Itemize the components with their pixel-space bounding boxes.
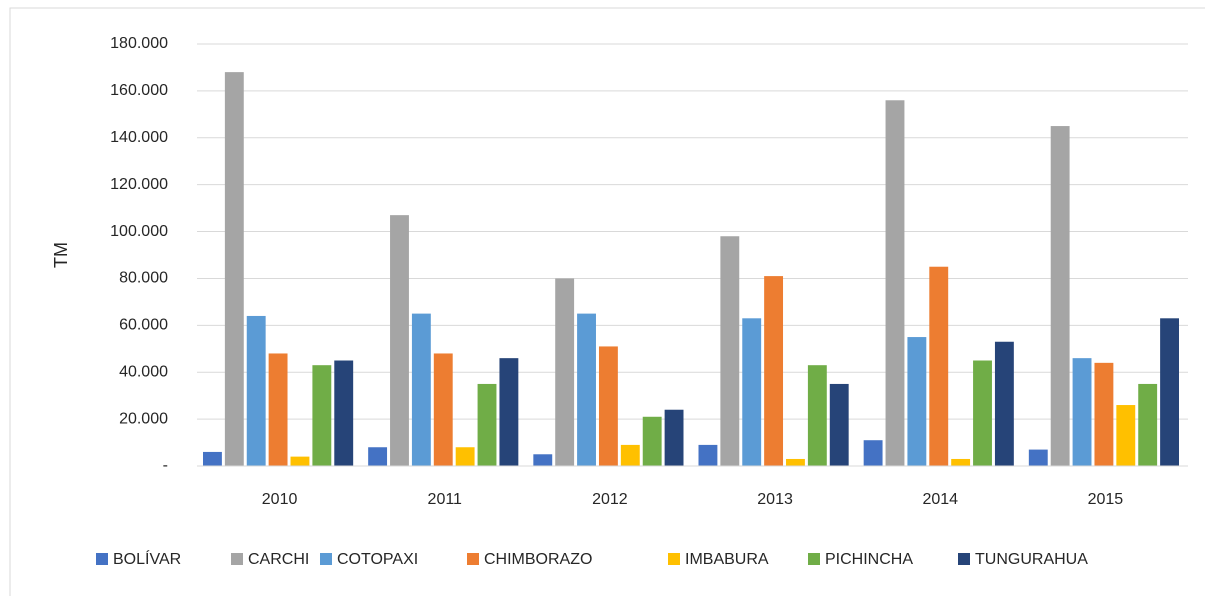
legend-label: IMBABURA — [685, 551, 769, 568]
bar — [973, 360, 992, 466]
legend-label: BOLÍVAR — [113, 549, 181, 568]
x-tick-label: 2012 — [592, 491, 628, 508]
bar — [994, 341, 1014, 466]
y-tick-label: 100.000 — [110, 223, 168, 240]
bar — [499, 358, 519, 466]
legend-swatch — [96, 553, 108, 565]
bar — [720, 236, 740, 466]
y-tick-label: 140.000 — [110, 129, 168, 146]
bar — [203, 451, 222, 466]
bar — [1028, 449, 1048, 466]
bar — [929, 266, 949, 466]
bar — [786, 458, 805, 466]
legend-swatch — [808, 553, 820, 565]
legend-swatch — [668, 553, 680, 565]
y-tick-label: - — [163, 457, 168, 474]
bar — [433, 353, 453, 466]
y-tick-label: 40.000 — [119, 363, 168, 380]
bar — [664, 409, 684, 466]
bar — [368, 447, 388, 466]
legend-label: TUNGURAHUA — [975, 551, 1088, 568]
bar — [642, 416, 662, 466]
bar — [577, 313, 596, 466]
y-tick-label: 20.000 — [119, 410, 168, 427]
x-tick-label: 2013 — [757, 491, 793, 508]
legend-label: PICHINCHA — [825, 551, 913, 568]
legend-label: CHIMBORAZO — [484, 551, 592, 568]
chart-border — [9, 7, 1205, 596]
bar — [411, 313, 431, 466]
bar — [1072, 358, 1092, 466]
bar — [555, 278, 575, 466]
bar — [268, 353, 288, 466]
y-axis-label: TM — [51, 242, 71, 268]
bar — [290, 456, 310, 466]
y-tick-label: 60.000 — [119, 317, 168, 334]
bar — [312, 365, 332, 466]
bar — [742, 318, 762, 466]
x-tick-label: 2011 — [428, 491, 463, 508]
bar — [951, 458, 971, 466]
bar — [1160, 318, 1179, 466]
legend-swatch — [320, 553, 332, 565]
bar — [1138, 383, 1158, 466]
bar — [598, 346, 618, 466]
legend-swatch — [231, 553, 243, 565]
bar — [246, 315, 266, 466]
bar — [907, 337, 927, 466]
bar — [390, 215, 409, 466]
legend-label: CARCHI — [248, 551, 309, 568]
x-tick-label: 2010 — [262, 491, 298, 508]
x-tick-label: 2014 — [922, 491, 958, 508]
legend-swatch — [467, 553, 479, 565]
bar — [764, 276, 784, 466]
bar — [885, 100, 905, 467]
bar — [698, 444, 718, 466]
bar — [620, 444, 640, 466]
bar — [224, 72, 244, 466]
bar — [1094, 362, 1114, 466]
y-tick-label: 120.000 — [110, 176, 168, 193]
y-tick-label: 180.000 — [110, 35, 168, 52]
y-tick-label: 160.000 — [110, 82, 168, 99]
bar — [455, 447, 475, 466]
bar — [477, 383, 497, 466]
bar — [1116, 405, 1136, 466]
bar — [863, 440, 883, 466]
bar — [1050, 126, 1070, 467]
y-tick-label: 80.000 — [119, 270, 168, 287]
bar — [334, 360, 354, 466]
bar — [829, 383, 849, 466]
bar — [807, 365, 827, 466]
legend-label: COTOPAXI — [337, 551, 418, 568]
x-tick-label: 2015 — [1088, 491, 1124, 508]
bar — [533, 454, 553, 466]
legend-swatch — [958, 553, 970, 565]
